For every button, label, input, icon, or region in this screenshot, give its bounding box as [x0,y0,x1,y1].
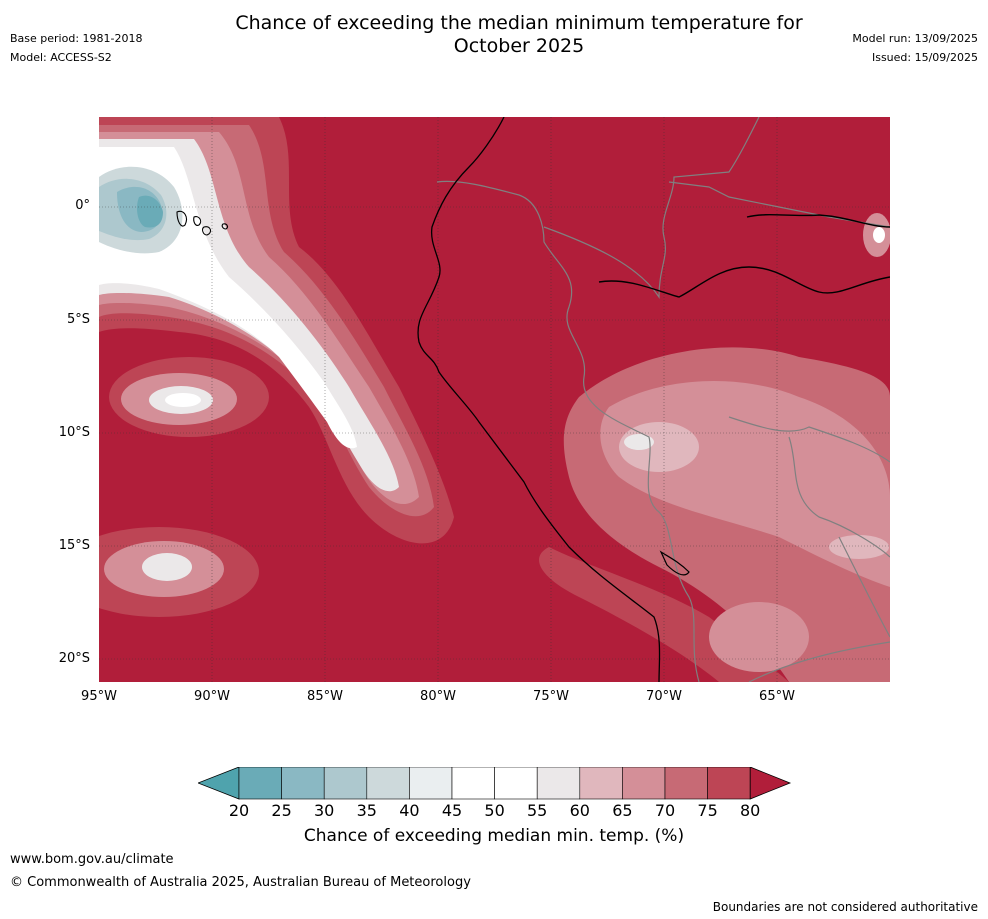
issued-date: Issued: 15/09/2025 [871,51,978,64]
coastline [417,116,661,683]
colorbar-segment [622,767,666,800]
western-plume [99,117,454,544]
lon-label-75w: 75°W [533,689,569,704]
colorbar-tick-label: 55 [527,801,548,820]
map-canvas [59,116,891,683]
blob-west [109,357,269,437]
colorbar-segment [281,767,325,800]
lat-label-0: 0° [75,198,90,213]
colorbar-arrow-low [198,767,240,800]
lon-label-70w: 70°W [646,689,682,704]
model-name: Model: ACCESS-S2 [10,51,112,64]
colorbar-segment [451,767,495,800]
title-line-2: October 2025 [453,35,585,57]
colorbar-segment [664,767,708,800]
colorbar-title: Chance of exceeding median min. temp. (%… [303,826,685,846]
colorbar-segment [707,767,751,800]
colorbar-tick-label: 20 [228,801,250,820]
colorbar-segment [409,767,453,800]
blob-northeast [863,213,891,257]
colorbar-segment [238,767,282,800]
blob-southwest [59,527,259,617]
lon-label-85w: 85°W [307,689,343,704]
map-title: Chance of exceeding the median minimum t… [0,12,988,58]
lake-titicaca [659,550,690,576]
amazon-river [746,214,891,228]
country-borders [436,116,891,683]
colorbar-tick-label: 35 [356,801,377,820]
title-line-1: Chance of exceeding the median minimum t… [235,12,803,34]
lat-label-10s: 10°S [58,425,90,440]
lon-label-80w: 80°W [420,689,456,704]
boundary-disclaimer: Boundaries are not considered authoritat… [712,900,978,914]
colorbar-tick-label: 60 [569,801,590,820]
colorbar-tick-label: 40 [399,801,420,820]
lon-label-90w: 90°W [194,689,230,704]
colorbar-tick-label: 80 [740,801,761,820]
colorbar-tick-label: 25 [271,801,292,820]
probability-map [59,116,891,683]
colorbar-tick-label: 75 [697,801,718,820]
website-link[interactable]: www.bom.gov.au/climate [10,852,174,867]
colorbar-segment [579,767,623,800]
colorbar [198,767,792,800]
colorbar-segment [366,767,410,800]
colorbar-segment [494,767,538,800]
colorbar-arrow-high [749,767,792,800]
graticule [99,117,890,682]
colorbar-tick-label: 30 [314,801,335,820]
colorbar-tick-label: 65 [612,801,633,820]
lon-label-95w: 95°W [81,689,117,704]
altiplano-region [539,347,890,682]
colorbar-segment [323,767,368,800]
colorbar-segment [536,767,581,800]
river-south [598,266,891,298]
lat-label-15s: 15°S [58,538,90,553]
lat-label-20s: 20°S [58,651,90,666]
galapagos-islands [176,210,228,236]
copyright-notice: © Commonwealth of Australia 2025, Austra… [10,875,471,890]
base-period: Base period: 1981-2018 [10,32,143,45]
lon-label-65w: 65°W [759,689,795,704]
lat-label-5s: 5°S [66,312,90,327]
colorbar-tick-label: 50 [484,801,505,820]
colorbar-tick-label: 45 [441,801,463,820]
colorbar-tick-label: 70 [654,801,676,820]
model-run-date: Model run: 13/09/2025 [852,32,978,45]
